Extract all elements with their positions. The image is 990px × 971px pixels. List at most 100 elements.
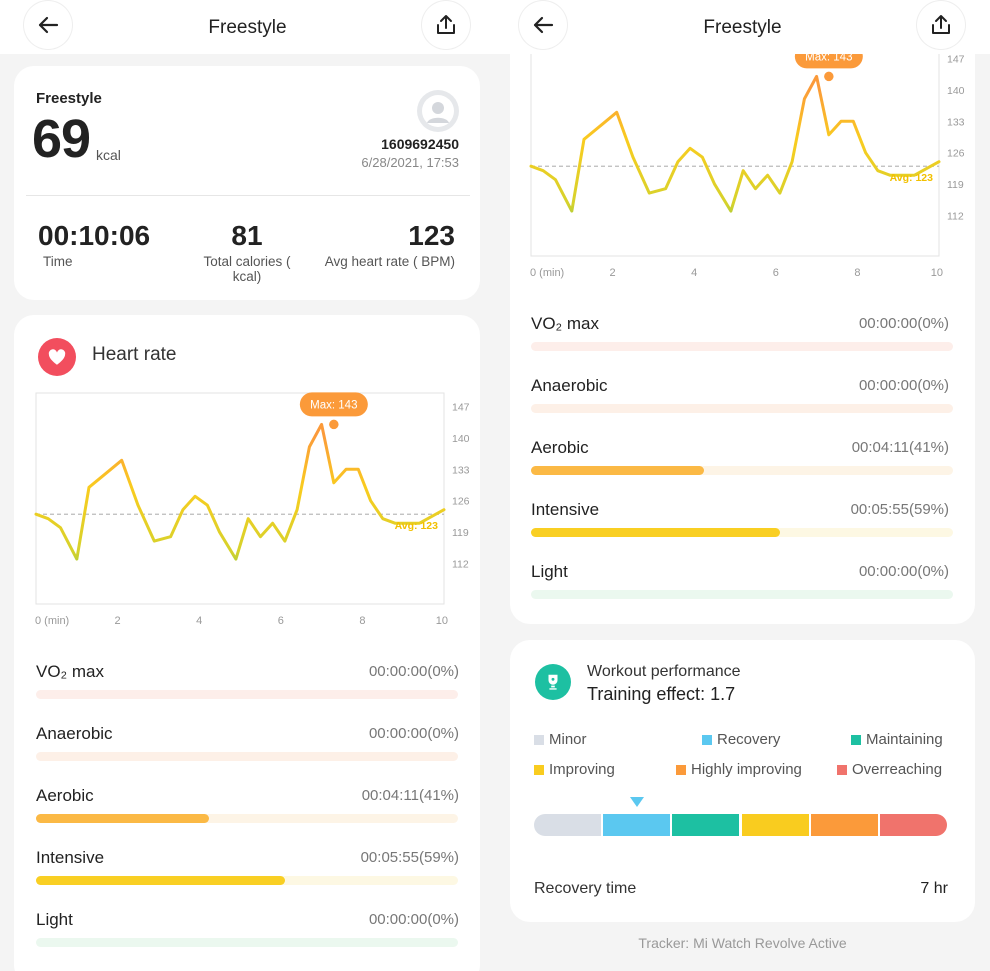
heart-rate-chart: 147 140 133 126 119 112 0 (min) 2 4 6 8 10 Avg: 123 M… [34,392,470,627]
data-point [554,178,557,181]
effect-segment [534,814,602,836]
data-point [296,508,299,511]
user-id: 1609692450 [381,136,459,152]
zone-track [531,404,953,413]
data-point [766,174,769,177]
data-point [632,156,635,159]
y-tick-label: 140 [452,433,470,445]
zone-progress-fill [531,466,705,475]
data-point [599,124,602,127]
data-point [345,468,348,471]
zone-time: 00:00:00(0%) [368,725,459,742]
trophy-badge [535,664,571,700]
data-point [570,210,573,213]
max-label: Max: 143 [310,399,357,411]
x-tick-label: 6 [278,615,284,627]
zone-track [36,938,458,947]
effect-marker-icon [629,797,644,807]
heart-icon [48,348,66,365]
data-point [713,183,716,186]
y-tick-label: 112 [947,211,964,223]
data-point [803,97,806,100]
data-point [778,192,781,195]
back-button[interactable] [519,1,567,49]
data-point [791,160,794,163]
heart-rate-line [529,74,941,213]
zone-track [36,876,458,885]
zone-time: 00:05:55(59%) [360,849,459,866]
data-point [840,120,843,123]
x-tick-label: 2 [115,615,121,627]
data-point [332,481,335,484]
zone-name: Aerobic [531,438,589,457]
x-tick-label: 0 (min) [35,615,69,627]
data-point [542,169,545,172]
avg-label: Avg: 123 [890,172,934,184]
legend-swatch [837,764,847,775]
x-tick-label: 4 [196,615,202,627]
zone-progress-fill [36,814,210,823]
legend-label: Minor [549,731,587,748]
zone-name: Intensive [531,500,600,519]
zone-track [36,814,458,823]
legend-item: Recovery [702,731,780,748]
heart-rate-title: Heart rate [92,344,177,365]
avatar[interactable] [417,90,459,132]
zone-time: 00:00:00(0%) [368,911,459,928]
back-button[interactable] [24,1,72,49]
share-button[interactable] [917,1,965,49]
data-point [876,169,879,172]
plot-area [35,392,445,605]
zone-track [531,342,953,351]
zone-name: Aerobic [36,786,94,805]
x-tick-label: 2 [610,267,616,279]
zone-track [531,528,953,537]
share-icon [437,15,455,34]
data-point [247,517,250,520]
heart-badge [38,338,76,376]
zone-name: Intensive [36,848,105,867]
data-point [676,160,679,163]
legend-swatch [676,764,686,775]
data-point [104,472,107,475]
zone-name: Light [531,562,568,581]
avg-label: Avg: 123 [395,520,439,532]
y-tick-label: 147 [947,53,965,65]
data-point [194,495,197,498]
data-point [137,504,140,507]
data-point [664,187,667,190]
zone-time: 00:00:00(0%) [858,315,949,332]
y-tick-label: 133 [452,464,470,476]
data-point [120,459,123,462]
max-point [327,418,341,431]
data-point [648,192,651,195]
zone-name: Anaerobic [531,376,608,395]
sport-name: Freestyle [36,90,102,107]
zone-name: VO₂ max [531,314,599,333]
top-bar: Freestyle [0,0,495,54]
share-button[interactable] [422,1,470,49]
stat-time-value: 00:10:06 [38,220,151,251]
zone-time: 00:00:00(0%) [858,563,949,580]
max-point [822,70,836,83]
workout-performance-card [510,640,975,922]
trophy-icon [548,674,558,690]
x-tick-label: 6 [773,267,779,279]
recovery-time-label: Recovery time [534,880,637,897]
tracker-info: Tracker: Mi Watch Revolve Active [638,935,847,951]
data-point [283,540,286,543]
y-tick-label: 119 [452,527,469,539]
zone-progress-fill [531,528,780,537]
zone-time: 00:00:00(0%) [858,377,949,394]
effect-segment [810,814,878,836]
data-point [852,120,855,123]
zone-time: 00:00:00(0%) [368,663,459,680]
zone-name: VO₂ max [36,662,104,681]
data-point [169,535,172,538]
zone-track [36,690,458,699]
legend-item: Minor [534,731,587,748]
data-point [47,517,50,520]
calories-value: 69 [32,109,91,169]
data-point [259,535,262,538]
legend-label: Maintaining [866,731,943,748]
